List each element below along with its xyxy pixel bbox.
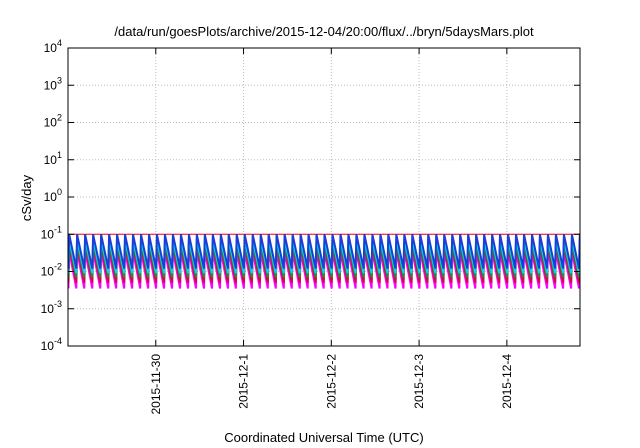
y-tick-label: 10-4 bbox=[41, 336, 62, 353]
y-tick-label: 103 bbox=[44, 75, 62, 92]
y-tick-label: 10-3 bbox=[41, 299, 62, 316]
y-tick-label: 10-1 bbox=[41, 224, 62, 241]
x-tick-label: 2015-12-3 bbox=[412, 354, 426, 409]
series-line bbox=[68, 234, 580, 269]
y-tick-label: 104 bbox=[44, 38, 62, 55]
x-tick-label: 2015-12-4 bbox=[500, 354, 514, 409]
y-tick-label: 102 bbox=[44, 113, 62, 130]
x-axis-ticks: 2015-11-30 2015-12-1 2015-12-2 2015-12-3 201… bbox=[149, 48, 514, 415]
y-tick-label: 101 bbox=[44, 150, 62, 167]
chart-title: /data/run/goesPlots/archive/2015-12-04/2… bbox=[114, 24, 534, 39]
x-tick-label: 2015-12-1 bbox=[237, 354, 251, 409]
y-axis-ticks: 10-4 10-3 10-2 10-1 100 101 102 103 104 bbox=[41, 38, 580, 353]
y-tick-label: 10-2 bbox=[41, 262, 62, 279]
x-tick-label: 2015-12-2 bbox=[324, 354, 338, 409]
x-tick-label: 2015-11-30 bbox=[149, 354, 163, 415]
x-axis-label: Coordinated Universal Time (UTC) bbox=[224, 430, 423, 445]
y-axis-label: cSv/day bbox=[19, 174, 34, 221]
data-series bbox=[68, 233, 580, 289]
y-tick-label: 100 bbox=[44, 187, 62, 204]
grid-lines bbox=[68, 48, 580, 346]
